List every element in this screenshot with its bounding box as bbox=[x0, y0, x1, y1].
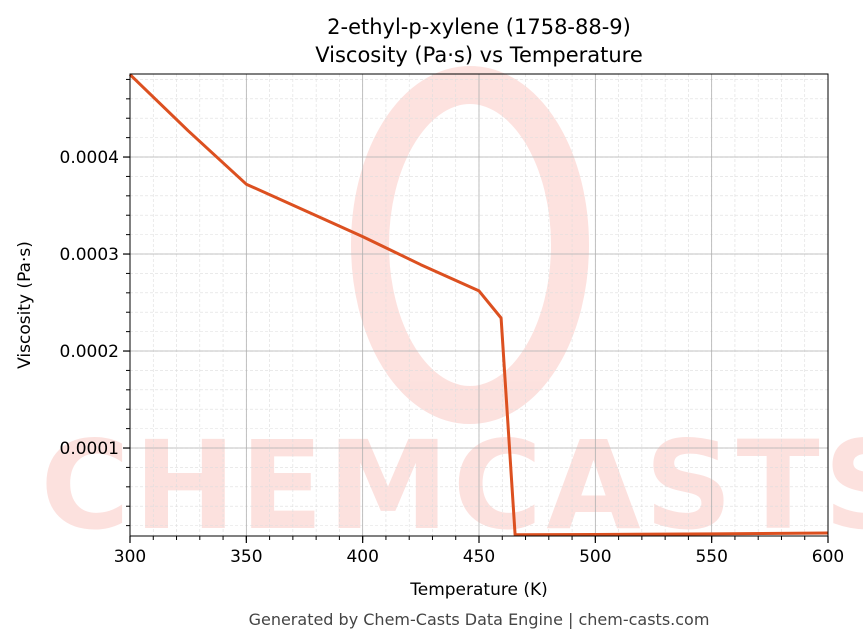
x-tick-label: 550 bbox=[695, 547, 727, 567]
y-tick-label: 0.0004 bbox=[60, 148, 119, 168]
x-axis-label: Temperature (K) bbox=[409, 580, 548, 600]
y-tick-label: 0.0002 bbox=[60, 342, 119, 362]
y-tick-label: 0.0003 bbox=[60, 245, 119, 265]
chemcasts-watermark: CHEMCASTS bbox=[40, 66, 863, 557]
x-tick-label: 500 bbox=[579, 547, 611, 567]
chart-subtitle: Viscosity (Pa·s) vs Temperature bbox=[315, 43, 643, 67]
x-tick-label: 600 bbox=[812, 547, 844, 567]
x-tick-label: 350 bbox=[230, 547, 262, 567]
y-axis-label: Viscosity (Pa·s) bbox=[15, 241, 35, 369]
x-tick-label: 400 bbox=[346, 547, 378, 567]
x-tick-label: 300 bbox=[114, 547, 146, 567]
chart-title: 2-ethyl-p-xylene (1758-88-9) bbox=[327, 15, 631, 39]
y-tick-label: 0.0001 bbox=[60, 439, 119, 459]
footer-credit: Generated by Chem-Casts Data Engine | ch… bbox=[249, 610, 710, 629]
viscosity-series-line bbox=[128, 73, 829, 537]
x-tick-label: 450 bbox=[463, 547, 495, 567]
